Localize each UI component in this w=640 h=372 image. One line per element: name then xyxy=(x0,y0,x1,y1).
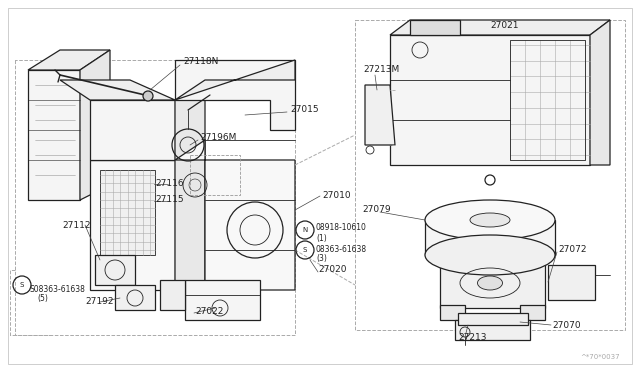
Polygon shape xyxy=(185,280,260,320)
Text: 27213: 27213 xyxy=(458,334,486,343)
Polygon shape xyxy=(90,160,175,290)
Text: 27070: 27070 xyxy=(552,321,580,330)
Ellipse shape xyxy=(425,235,555,275)
Polygon shape xyxy=(115,285,155,310)
Text: 08918-10610: 08918-10610 xyxy=(316,224,367,232)
Polygon shape xyxy=(455,320,530,340)
Text: 27116: 27116 xyxy=(155,179,184,187)
Polygon shape xyxy=(390,20,610,35)
Text: 27196M: 27196M xyxy=(200,134,236,142)
Ellipse shape xyxy=(470,213,510,227)
Text: N: N xyxy=(302,227,308,233)
Text: 27020: 27020 xyxy=(318,266,346,275)
Text: 27010: 27010 xyxy=(322,190,351,199)
Polygon shape xyxy=(548,265,595,300)
Polygon shape xyxy=(520,305,545,320)
Text: 27115: 27115 xyxy=(155,196,184,205)
Text: 27021: 27021 xyxy=(490,20,518,29)
Text: (3): (3) xyxy=(316,254,327,263)
Text: 27015: 27015 xyxy=(290,106,319,115)
Polygon shape xyxy=(390,35,590,165)
Text: 27072: 27072 xyxy=(558,246,586,254)
Circle shape xyxy=(143,91,153,101)
Text: S08363-61638: S08363-61638 xyxy=(30,285,86,294)
Text: 27079: 27079 xyxy=(362,205,390,215)
Text: (5): (5) xyxy=(37,294,48,302)
Polygon shape xyxy=(440,258,545,308)
Bar xyxy=(190,155,240,195)
Polygon shape xyxy=(80,50,110,200)
Polygon shape xyxy=(590,20,610,165)
Text: S: S xyxy=(303,247,307,253)
Polygon shape xyxy=(100,170,155,255)
Polygon shape xyxy=(90,100,175,160)
Polygon shape xyxy=(60,80,175,100)
Bar xyxy=(355,20,625,330)
Text: 27112: 27112 xyxy=(62,221,90,230)
Polygon shape xyxy=(28,70,80,200)
Text: 27192: 27192 xyxy=(85,298,113,307)
Polygon shape xyxy=(410,20,460,35)
Polygon shape xyxy=(28,50,110,70)
Polygon shape xyxy=(175,60,295,130)
Ellipse shape xyxy=(477,276,502,290)
Polygon shape xyxy=(175,60,295,100)
Ellipse shape xyxy=(425,200,555,240)
Text: (1): (1) xyxy=(316,234,327,243)
Polygon shape xyxy=(175,80,205,290)
Polygon shape xyxy=(440,305,465,320)
Bar xyxy=(510,40,585,160)
Polygon shape xyxy=(365,85,395,145)
Polygon shape xyxy=(175,140,295,290)
Polygon shape xyxy=(458,313,528,325)
Text: ^*70*0037: ^*70*0037 xyxy=(580,354,620,360)
Polygon shape xyxy=(425,220,555,255)
Text: 08363-61638: 08363-61638 xyxy=(316,244,367,253)
Text: 27213M: 27213M xyxy=(363,65,399,74)
Text: 27118N: 27118N xyxy=(183,58,218,67)
Text: 27022: 27022 xyxy=(195,308,223,317)
Polygon shape xyxy=(95,255,135,285)
Polygon shape xyxy=(160,280,185,310)
Text: S: S xyxy=(20,282,24,288)
